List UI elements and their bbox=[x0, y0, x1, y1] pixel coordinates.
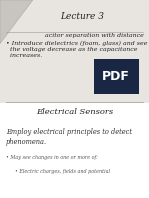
Text: • Introduce dielectrics (foam, glass) and see
  the voltage decrease as the capa: • Introduce dielectrics (foam, glass) an… bbox=[6, 41, 148, 58]
Bar bbox=[0, 103, 149, 198]
Polygon shape bbox=[0, 0, 33, 44]
Bar bbox=[0, 0, 149, 103]
Text: Lecture 3: Lecture 3 bbox=[60, 12, 104, 21]
Text: PDF: PDF bbox=[102, 70, 130, 83]
Text: Employ electrical principles to detect
phenomena.: Employ electrical principles to detect p… bbox=[6, 128, 132, 146]
Text: • May see changes in one or more of:: • May see changes in one or more of: bbox=[6, 155, 98, 160]
Text: • Electric charges, fields and potential: • Electric charges, fields and potential bbox=[15, 169, 110, 174]
Text: acitor separation with distance: acitor separation with distance bbox=[45, 33, 144, 38]
Text: Electrical Sensors: Electrical Sensors bbox=[36, 108, 113, 116]
FancyBboxPatch shape bbox=[94, 59, 139, 94]
